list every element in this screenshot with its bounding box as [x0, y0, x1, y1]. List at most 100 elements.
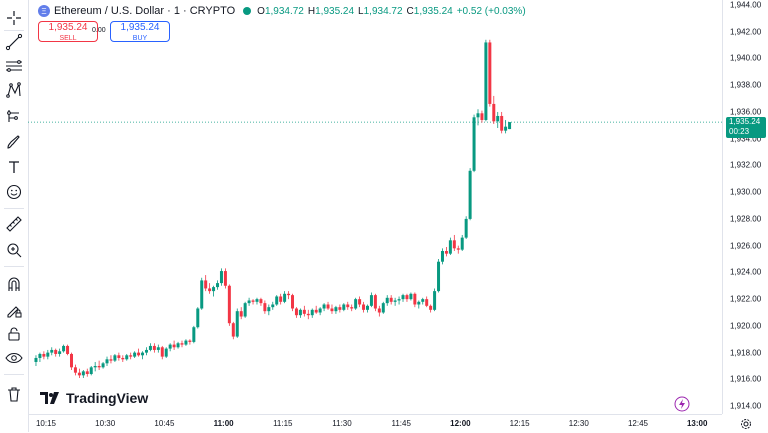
- text-icon[interactable]: [2, 155, 26, 179]
- time-tick-label: 10:15: [35, 419, 57, 428]
- candle-body: [62, 345, 66, 352]
- candle-body: [358, 299, 362, 305]
- price-tick-label: 1,934.00: [730, 134, 762, 144]
- candle-body: [259, 299, 263, 304]
- price-chart[interactable]: [28, 0, 722, 414]
- candle-body: [251, 300, 255, 302]
- emoji-icon[interactable]: [2, 180, 26, 204]
- candle-body: [334, 307, 338, 312]
- buy-button[interactable]: 1,935.24 BUY: [110, 21, 170, 42]
- time-tick-label: 11:00: [213, 419, 234, 428]
- candle-body: [208, 288, 212, 292]
- candle-body: [172, 344, 176, 348]
- candle-body: [192, 327, 196, 342]
- brush-icon[interactable]: [2, 130, 26, 154]
- eye-icon[interactable]: [2, 346, 26, 370]
- candle-body: [326, 304, 330, 309]
- price-tick-label: 1,928.00: [730, 214, 762, 224]
- lock-drawings-icon[interactable]: [2, 298, 26, 322]
- time-tick-label: 12:15: [509, 419, 530, 428]
- price-scale[interactable]: 1,944.00 1,942.00 1,940.00 1,938.00 1,936.00…: [722, 0, 768, 414]
- toolbar-divider: [4, 30, 24, 31]
- candle-body: [464, 218, 468, 238]
- time-tick-label: 11:30: [332, 419, 352, 428]
- candle-body: [54, 349, 58, 354]
- market-open-status-icon: [243, 7, 252, 15]
- candle-body: [342, 304, 346, 310]
- candle-body: [152, 345, 156, 350]
- candle-body: [160, 347, 164, 357]
- candle-body: [302, 309, 306, 314]
- candle-body: [34, 357, 38, 362]
- candle-body: [365, 305, 369, 310]
- candle-body: [148, 345, 152, 350]
- candle-body: [452, 240, 456, 249]
- candle-body: [204, 280, 208, 289]
- time-scale[interactable]: 10:15 10:30 10:45 11:00 11:15 11:30 11:45 12:00…: [28, 414, 722, 433]
- candle-body: [448, 240, 452, 254]
- price-tick-label: 1,924.00: [730, 267, 762, 277]
- sell-button[interactable]: 1,935.24 SELL: [38, 21, 98, 42]
- drawing-toolbar: [0, 0, 29, 432]
- zoom-in-icon[interactable]: [2, 238, 26, 262]
- candle-body: [275, 296, 279, 305]
- candle-body: [476, 113, 480, 118]
- ohlc-high: 1,935.24: [315, 5, 355, 17]
- candle-body: [417, 301, 421, 305]
- current-price-label: 1,935.24 00:23: [726, 117, 766, 138]
- candle-body: [227, 285, 231, 324]
- trash-icon[interactable]: [2, 382, 26, 406]
- candle-body: [279, 296, 283, 302]
- time-tick-label: 10:45: [154, 419, 175, 428]
- candle-body: [385, 297, 389, 304]
- candle-body: [496, 115, 500, 122]
- trend-line-icon[interactable]: [2, 30, 26, 54]
- candle-body: [97, 365, 101, 368]
- candle-body: [283, 293, 287, 302]
- pattern-icon[interactable]: [2, 78, 26, 102]
- candle-body: [267, 307, 271, 312]
- candle-body: [500, 115, 504, 131]
- crosshair-icon[interactable]: [2, 6, 26, 30]
- forecast-icon[interactable]: [2, 104, 26, 128]
- ethereum-coin-icon: Ξ: [38, 5, 50, 17]
- candle-body: [389, 297, 393, 302]
- symbol-legend[interactable]: Ξ Ethereum / U.S. Dollar · 1 · CRYPTO O1…: [38, 3, 526, 19]
- settings-gear-icon[interactable]: [740, 418, 752, 430]
- candle-body: [294, 308, 298, 316]
- ohlc-close: 1,935.24: [413, 5, 453, 17]
- symbol-title[interactable]: Ethereum / U.S. Dollar · 1 · CRYPTO: [54, 5, 236, 17]
- candle-body: [401, 295, 405, 300]
- candle-body: [50, 349, 54, 353]
- price-tick-label: 1,930.00: [730, 187, 762, 197]
- candle-body: [223, 271, 227, 286]
- candle-body: [243, 303, 247, 317]
- candle-body: [330, 308, 334, 312]
- price-tick-label: 1,942.00: [730, 27, 762, 37]
- ohlc-open: 1,934.72: [264, 5, 304, 17]
- current-price-value: 1,935.24: [729, 117, 761, 126]
- candle-body: [66, 345, 70, 354]
- time-tick-label: 12:00: [450, 419, 471, 428]
- magnet-icon[interactable]: [2, 272, 26, 296]
- candle-body: [85, 371, 89, 375]
- price-tick-label: 1,944.00: [730, 0, 762, 10]
- price-tick-label: 1,922.00: [730, 294, 762, 304]
- candle-body: [219, 271, 223, 284]
- candle-body: [425, 299, 429, 306]
- candle-body: [42, 353, 46, 357]
- ohlc-low-label: L: [358, 5, 364, 17]
- candle-body: [346, 304, 350, 308]
- candle-body: [291, 295, 295, 309]
- candle-body: [397, 299, 401, 301]
- candle-body: [81, 371, 85, 376]
- candle-body: [488, 42, 492, 104]
- candle-body: [73, 367, 77, 373]
- candle-body: [492, 103, 496, 122]
- lightning-icon[interactable]: [674, 396, 690, 412]
- candle-body: [231, 323, 235, 337]
- price-tick-label: 1,914.00: [730, 401, 762, 411]
- fib-lines-icon[interactable]: [2, 54, 26, 78]
- ruler-icon[interactable]: [2, 212, 26, 236]
- lock-icon[interactable]: [2, 322, 26, 346]
